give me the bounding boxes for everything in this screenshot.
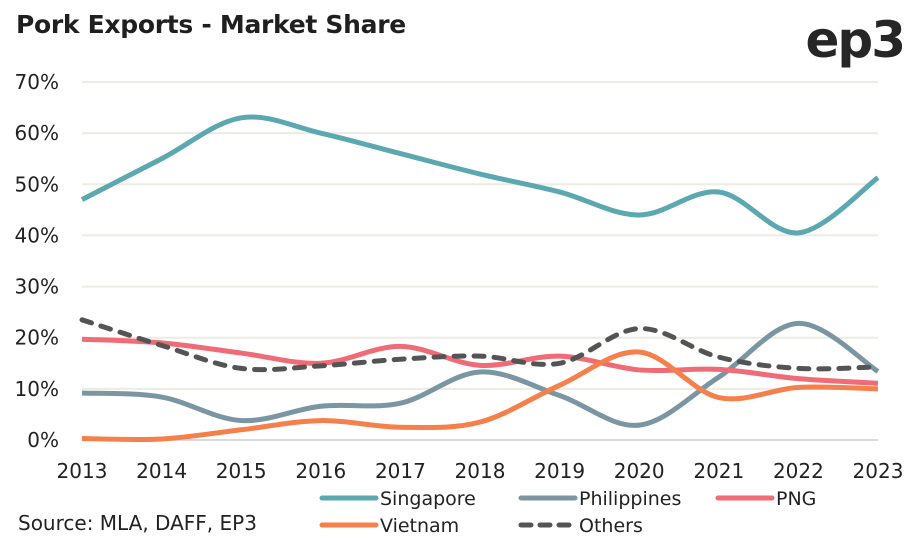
- series-lines: [79, 114, 881, 443]
- y-tick-label: 30%: [15, 275, 59, 299]
- legend-label: Philippines: [579, 488, 681, 510]
- x-tick-label: 2016: [295, 459, 346, 483]
- y-tick-label: 60%: [15, 121, 59, 145]
- x-tick-label: 2013: [57, 459, 108, 483]
- legend-label: Vietnam: [380, 515, 459, 537]
- legend-item-png: PNG: [715, 488, 816, 510]
- x-tick-label: 2020: [614, 459, 665, 483]
- x-axis-ticks: 2013 2014 2015 2016 2017 2018 2019 2020 2021 2022…: [57, 459, 904, 483]
- legend-item-others: Others: [518, 515, 643, 537]
- y-axis-ticks: 0% 10% 20% 30% 40% 50% 60% 70%: [15, 70, 59, 452]
- series-line-others: [79, 317, 881, 373]
- legend-item-singapore: Singapore: [319, 488, 476, 510]
- series-line-philippines: [81, 320, 880, 428]
- x-tick-label: 2017: [375, 459, 426, 483]
- series-line-vietnam: [81, 349, 879, 443]
- x-tick-label: 2019: [534, 459, 585, 483]
- y-tick-label: 10%: [15, 377, 59, 401]
- legend-label: Singapore: [380, 488, 476, 510]
- gridlines: [82, 81, 878, 441]
- source-note: Source: MLA, DAFF, EP3: [18, 511, 257, 535]
- x-tick-label: 2014: [136, 459, 187, 483]
- chart-title: Pork Exports - Market Share: [16, 10, 406, 39]
- ep3-logo: ep3: [805, 11, 906, 69]
- y-tick-label: 40%: [15, 223, 59, 247]
- x-tick-label: 2015: [216, 459, 267, 483]
- x-tick-label: 2022: [773, 459, 824, 483]
- legend-label: PNG: [776, 488, 816, 510]
- x-tick-label: 2018: [455, 459, 506, 483]
- legend-item-vietnam: Vietnam: [319, 515, 459, 537]
- legend-item-philippines: Philippines: [518, 488, 681, 510]
- legend: Singapore Philippines PNG Vietnam Others: [319, 488, 816, 537]
- y-tick-label: 0%: [27, 428, 59, 452]
- y-tick-label: 20%: [15, 326, 59, 350]
- y-tick-label: 50%: [15, 172, 59, 196]
- y-tick-label: 70%: [15, 70, 59, 94]
- series-line-png: [81, 336, 879, 386]
- x-tick-label: 2021: [693, 459, 744, 483]
- legend-label: Others: [579, 515, 643, 537]
- series-line-singapore: [80, 114, 880, 236]
- x-tick-label: 2023: [853, 459, 904, 483]
